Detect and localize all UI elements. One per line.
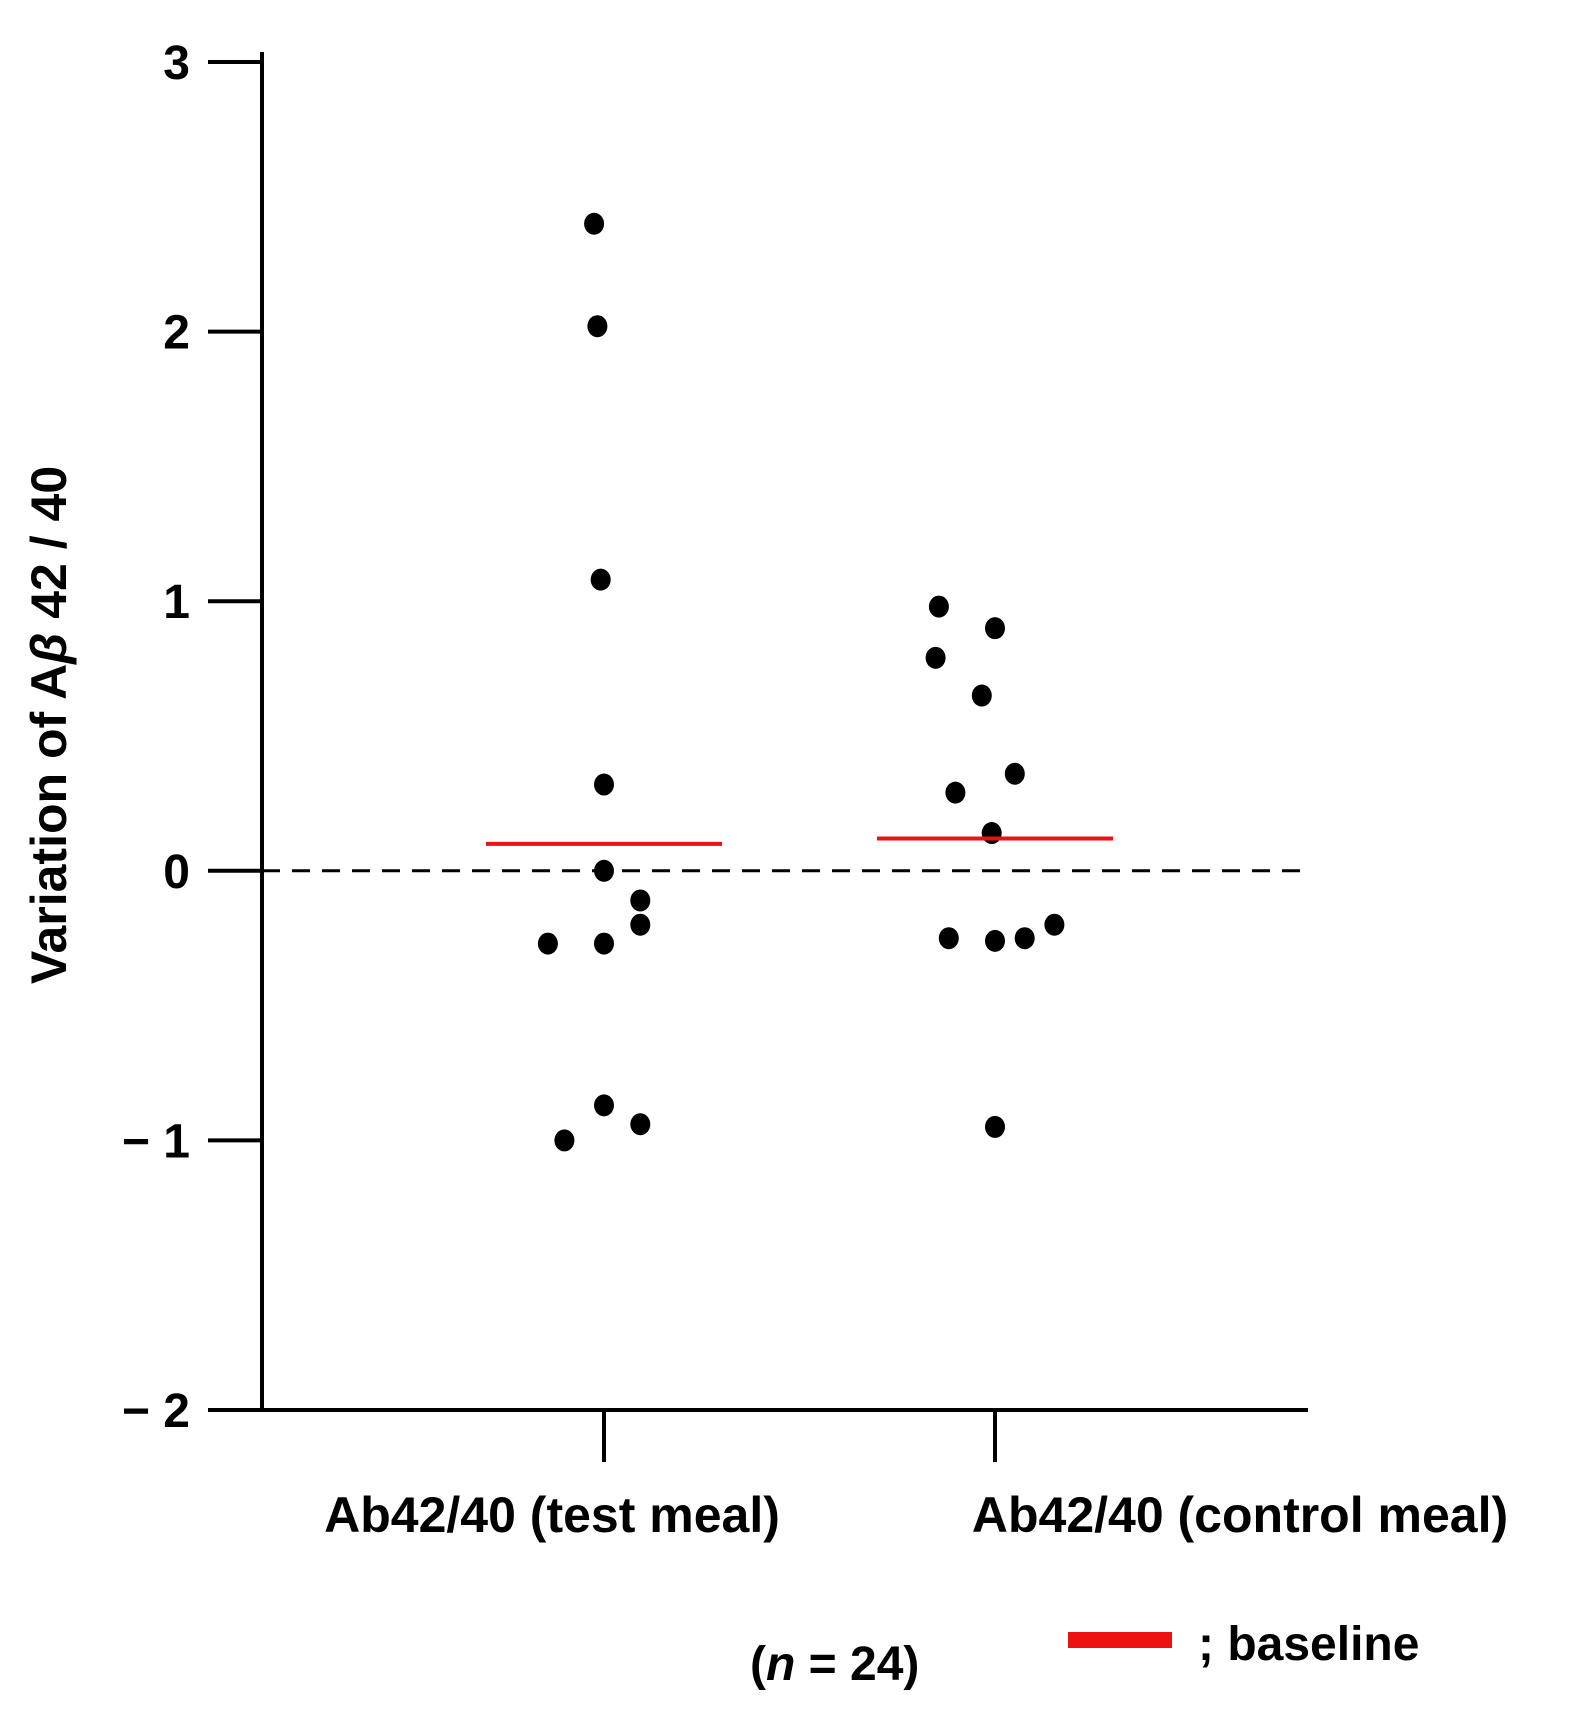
data-point [584,212,605,235]
data-point [594,932,614,955]
sample-size-note: (n = 24) [750,1638,919,1691]
data-point [590,568,611,591]
x-category-label: Ab42/40 (control meal) [972,1487,1508,1543]
data-point [537,932,558,955]
data-point [587,315,608,338]
y-tick-label: 1 [163,576,190,629]
data-point [630,889,651,912]
data-point [938,927,959,950]
y-tick-label: 0 [163,846,190,899]
data-point [985,1115,1005,1138]
y-tick-label: − 2 [122,1385,190,1438]
data-point [594,859,614,882]
data-point [985,617,1005,640]
data-point [981,822,1002,845]
x-ticks: Ab42/40 (test meal) Ab42/40 (control meal… [324,1410,1508,1543]
data-point [554,1129,575,1152]
data-point [928,595,949,618]
axes [208,52,1308,1412]
data-point [971,684,992,707]
data-point [594,773,614,796]
data-point [1014,927,1035,950]
data-point [925,646,946,669]
data-point [1044,913,1065,936]
data-point [630,913,651,936]
x-category-label: Ab42/40 (test meal) [324,1487,780,1543]
y-ticks: 3 2 1 0 − 1 − 2 [122,37,262,1438]
baselines [486,836,1113,846]
y-axis-title: Variation of Aβ 42 / 40 [21,466,77,984]
legend-baseline-swatch [1068,1632,1172,1648]
y-tick-label: − 1 [122,1115,190,1168]
data-points [537,212,1065,1152]
legend: ; baseline [1068,1618,1419,1671]
data-point [630,1113,651,1136]
data-point [945,781,966,804]
legend-baseline-label: ; baseline [1198,1618,1419,1671]
data-point [985,929,1005,952]
y-tick-label: 3 [163,37,190,90]
y-tick-label: 2 [163,307,190,360]
data-point [594,1094,614,1117]
data-point [1004,762,1025,785]
